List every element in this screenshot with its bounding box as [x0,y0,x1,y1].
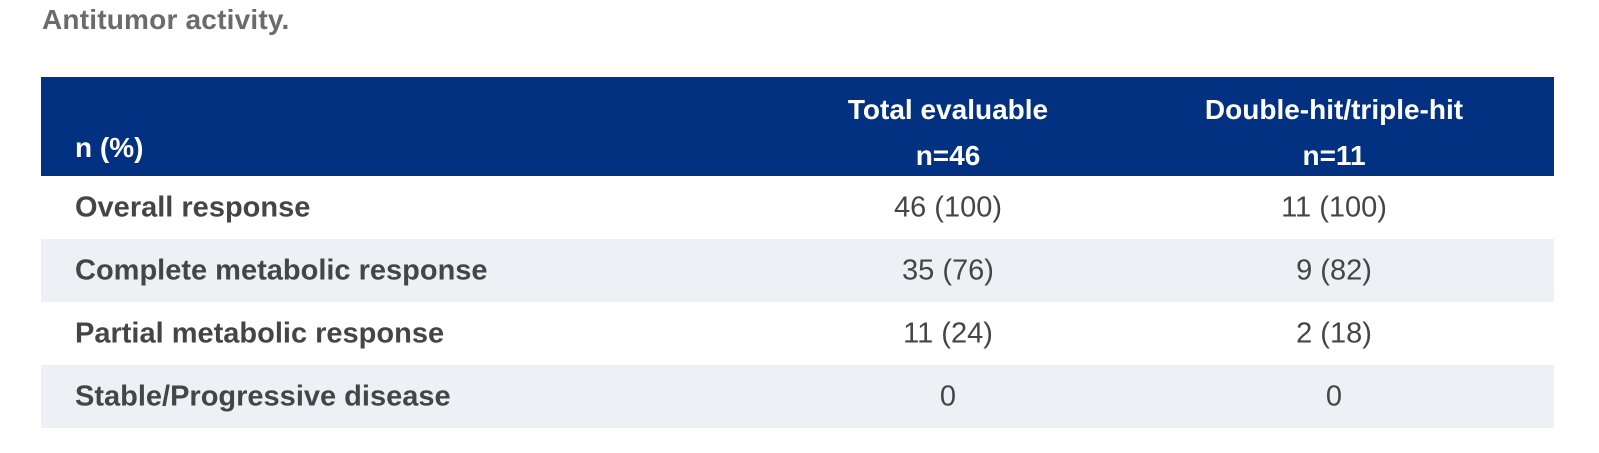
row-value-double-hit: 2 (18) [1296,317,1372,349]
row-value-total: 46 (100) [893,191,1002,223]
row-label: Overall response [75,191,311,223]
header-col1-line2: n=46 [915,140,981,171]
row-value-double-hit: 9 (82) [1296,254,1372,286]
table-header: n (%) Total evaluable n=46 Double-hit/tr… [41,77,1554,176]
header-label: n (%) [75,132,144,163]
row-label: Partial metabolic response [75,317,445,349]
table-row: Overall response 46 (100) 11 (100) [41,176,1554,239]
row-label: Stable/Progressive disease [75,380,451,412]
header-total-evaluable: Total evaluable n=46 [747,87,1149,179]
table-title: Antitumor activity. [42,4,290,35]
header-col2-line1: Double-hit/triple-hit [1204,94,1464,125]
table-row: Partial metabolic response 11 (24) 2 (18… [41,302,1554,365]
header-double-triple-hit: Double-hit/triple-hit n=11 [1139,87,1529,179]
antitumor-activity-table: n (%) Total evaluable n=46 Double-hit/tr… [41,77,1554,428]
header-col2-line2: n=11 [1302,140,1366,171]
row-value-double-hit: 11 (100) [1281,191,1387,223]
row-label: Complete metabolic response [75,254,488,286]
row-value-total: 0 [939,380,957,412]
table-row: Stable/Progressive disease 0 0 [41,365,1554,428]
header-col1-line1: Total evaluable [847,94,1049,125]
row-value-total: 11 (24) [903,317,993,349]
row-value-total: 35 (76) [902,254,994,286]
row-value-double-hit: 0 [1325,380,1343,412]
table-row: Complete metabolic response 35 (76) 9 (8… [41,239,1554,302]
